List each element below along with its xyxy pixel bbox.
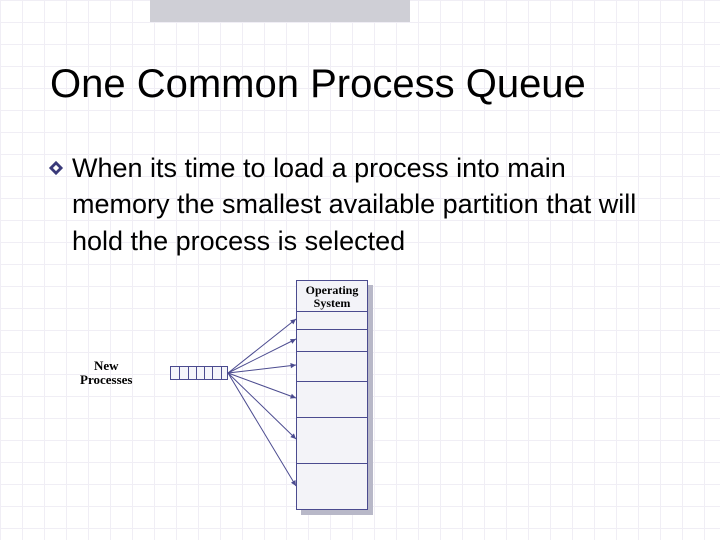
- dispatch-arrows: [80, 280, 380, 430]
- queue-diagram: NewProcesses OperatingSystem: [80, 280, 640, 520]
- top-accent-bar: [150, 0, 410, 22]
- bullet-item: When its time to load a process into mai…: [48, 150, 660, 259]
- slide-title: One Common Process Queue: [50, 62, 586, 107]
- memory-partition-divider: [297, 463, 367, 464]
- diamond-bullet-icon: [48, 160, 64, 176]
- bullet-text: When its time to load a process into mai…: [72, 150, 660, 259]
